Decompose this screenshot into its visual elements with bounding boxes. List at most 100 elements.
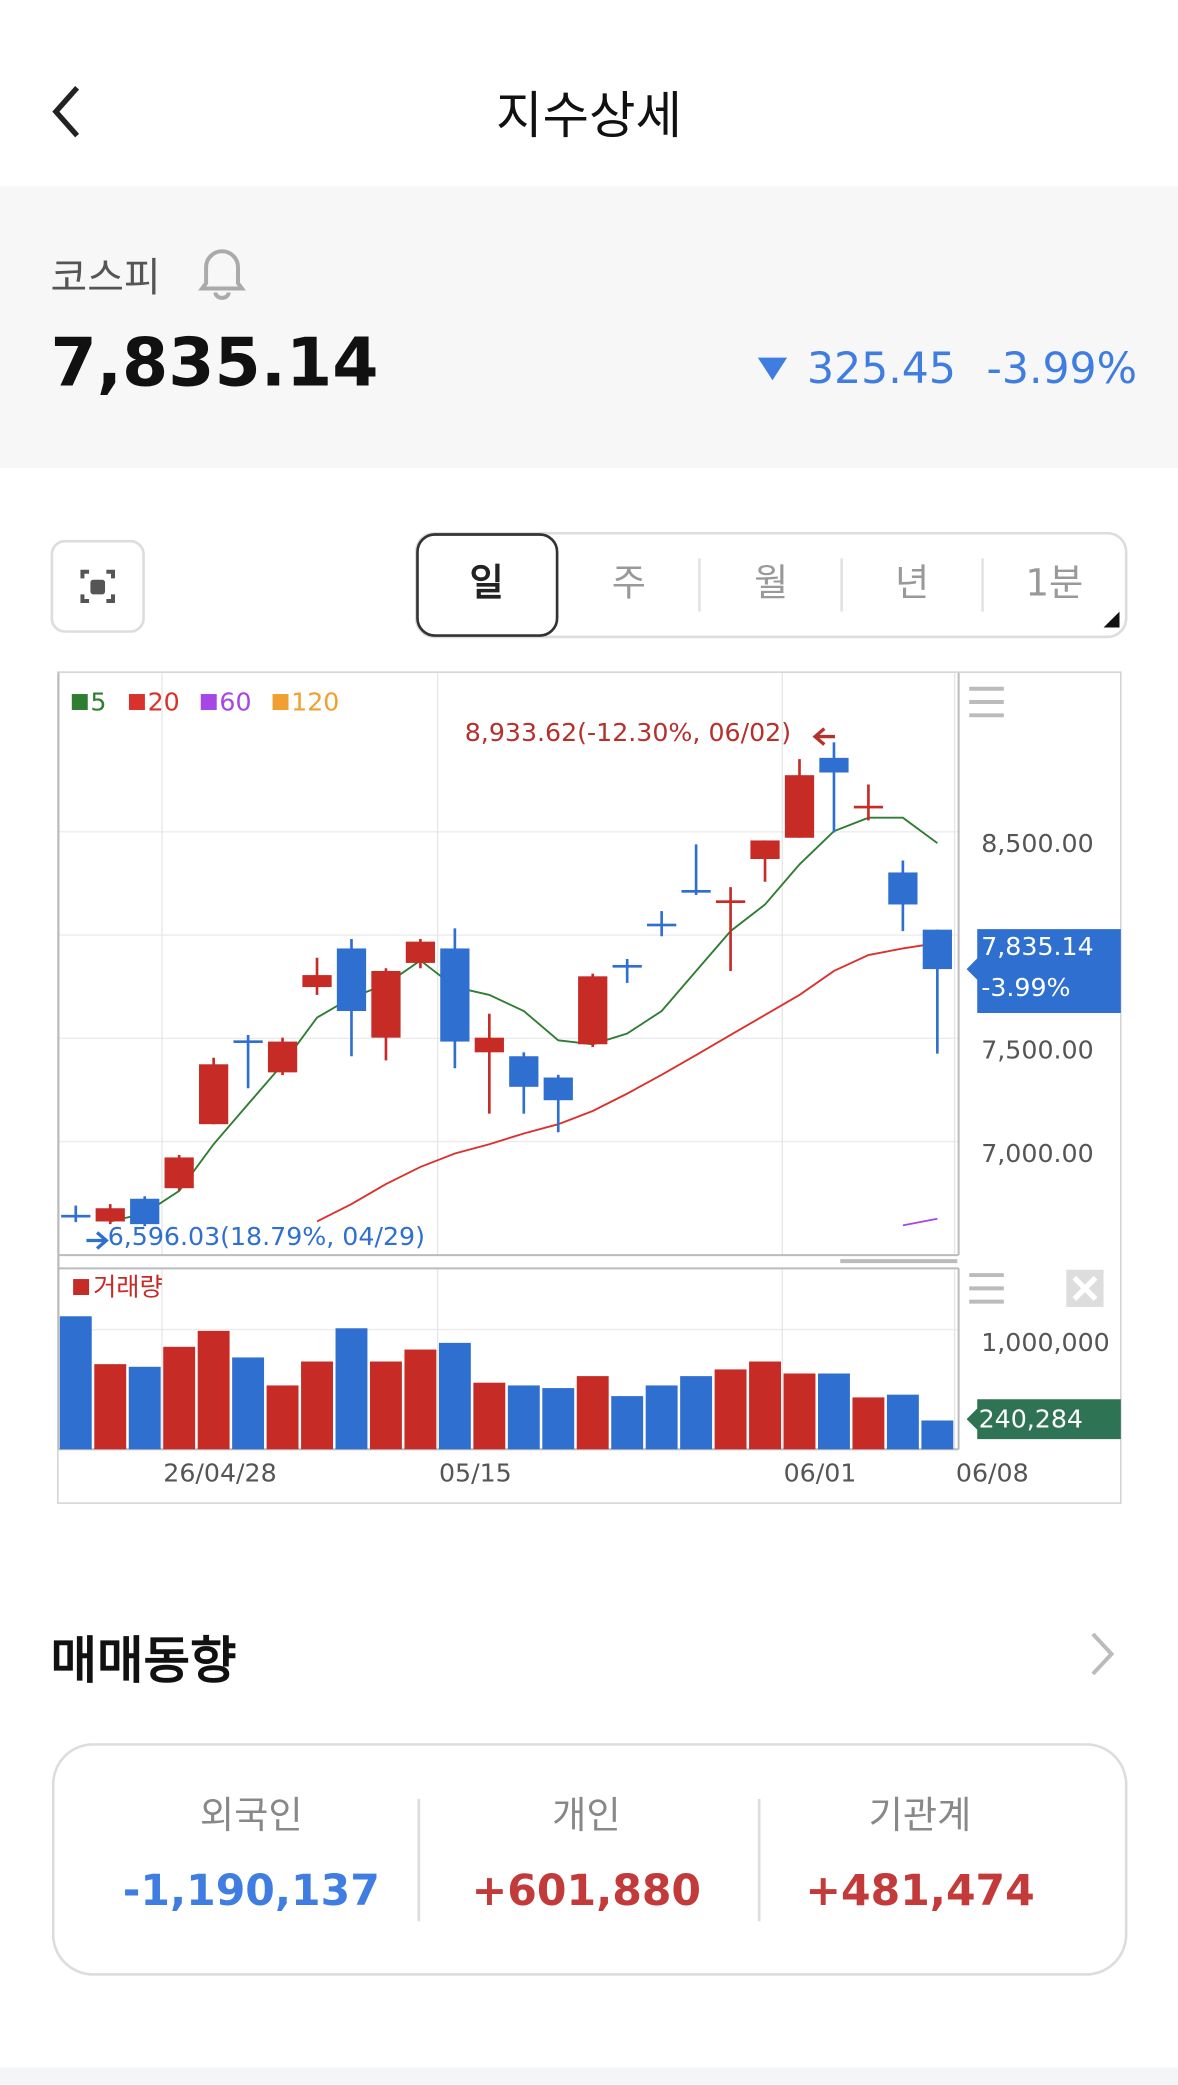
menu-icon[interactable] [969,1273,1004,1304]
high-annotation: 8,933.62(-12.30%, 06/02) [465,718,791,747]
volume-bar [852,1397,885,1450]
candle-body [922,929,952,970]
x-tick-label: 06/08 [956,1458,1029,1487]
page-title: 지수상세 [496,86,682,145]
low-annotation: 6,596.03(18.79%, 04/29) [108,1222,425,1251]
alert-bell[interactable] [194,242,250,301]
candle-body [95,1208,125,1222]
low-arrow [86,1231,109,1250]
volume-bar [818,1373,850,1450]
volume-bar [94,1364,127,1450]
volume-bar [645,1385,678,1450]
volume-bar [438,1342,471,1450]
investor-value: +601,880 [472,1867,701,1916]
candle-body [405,941,436,963]
x-tick-label: 26/04/28 [163,1458,276,1487]
volume-bar [611,1396,644,1450]
legend-label: 거래량 [93,1272,163,1301]
close-panel[interactable] [1066,1269,1104,1307]
tab[interactable]: 주 [612,561,646,605]
candle-body [61,1214,91,1218]
tab[interactable]: 년 [895,561,929,605]
candle-body [784,775,815,838]
candle-body [164,1157,194,1189]
volume-bar [680,1376,713,1450]
candle-body [233,1040,263,1044]
legend-swatch [73,1279,90,1296]
volume-bar [921,1420,954,1450]
menu-icon[interactable] [969,686,1004,718]
candle-body [509,1056,539,1087]
candle-body [715,900,746,904]
volume-tag-label: 240,284 [979,1404,1083,1433]
candle-body [647,923,677,927]
ma-line [902,1217,938,1227]
ma-line [316,942,938,1223]
x-tick-label: 06/01 [784,1458,857,1487]
legend-swatch [128,694,145,710]
more-chevron[interactable] [1085,1630,1120,1678]
legend-swatch [200,694,217,710]
candle-body [681,890,711,893]
tab[interactable]: 일 [469,561,503,605]
volume-bar [232,1357,265,1450]
volume-bar [335,1328,368,1450]
investor-label: 외국인 [200,1793,303,1837]
tab[interactable]: 월 [754,561,788,605]
chart: 7,000.00 7,500.00 8,500.00 1,000,000 26/04/2… [57,671,1122,1504]
candle-body [578,976,608,1045]
candle-body [130,1198,160,1225]
volume-bar [128,1366,161,1450]
volume-bar [783,1373,816,1450]
candle-body [336,948,367,1012]
index-name: 코스피 [50,255,161,302]
y-tick-label: 8,500.00 [981,829,1093,858]
index-panel [0,186,1178,469]
volume-bar [163,1346,196,1450]
volume-bar [473,1382,506,1450]
candle-body [474,1037,504,1053]
footer-strip [0,2067,1178,2085]
legend-label: 20 [148,687,180,716]
y-tick-label: 7,500.00 [981,1036,1093,1065]
tab[interactable]: 1분 [1025,561,1083,605]
volume-bar [266,1385,299,1450]
volume-bar [749,1361,781,1450]
period-tabs: 일 주 월 년 1분 [414,531,1128,639]
trading-card: 외국인 개인 기관계 -1,190,137 +601,880 +481,474 [51,1743,1128,1976]
candle-body [888,872,918,905]
volume-bar [301,1361,333,1450]
high-arrow [812,727,835,746]
legend-swatch [272,694,289,710]
volume-bar [59,1316,92,1450]
legend-label: 5 [90,687,106,716]
candle-body [819,757,849,773]
price-tag [966,929,1121,1013]
price-tag-change: -3.99% [981,973,1070,1002]
candle-body [440,948,470,1042]
legend-label: 120 [291,687,339,716]
candle-body [750,840,780,860]
volume-tag [966,1399,1121,1440]
price-tag-label: 7,835.14 [981,932,1093,961]
volume-bar [404,1349,437,1450]
candle-body [371,970,401,1038]
x-tick-label: 05/15 [439,1458,512,1487]
legend-swatch [71,694,88,710]
index-price: 7,835.14 [50,324,379,402]
volume-bar [197,1330,230,1450]
volume-bar [886,1394,919,1450]
capture-button[interactable] [50,539,145,633]
down-arrow [757,357,788,381]
section-title: 매매동향 [50,1631,237,1690]
back-button[interactable] [40,80,93,144]
y-tick-label: 7,000.00 [981,1139,1093,1168]
candle-body [853,805,884,809]
investor-value: -1,190,137 [123,1867,380,1916]
volume-bar [714,1369,747,1450]
y-tick-label: 1,000,000 [981,1328,1110,1357]
volume-bar [369,1361,402,1450]
change: 325.45 [807,343,956,394]
